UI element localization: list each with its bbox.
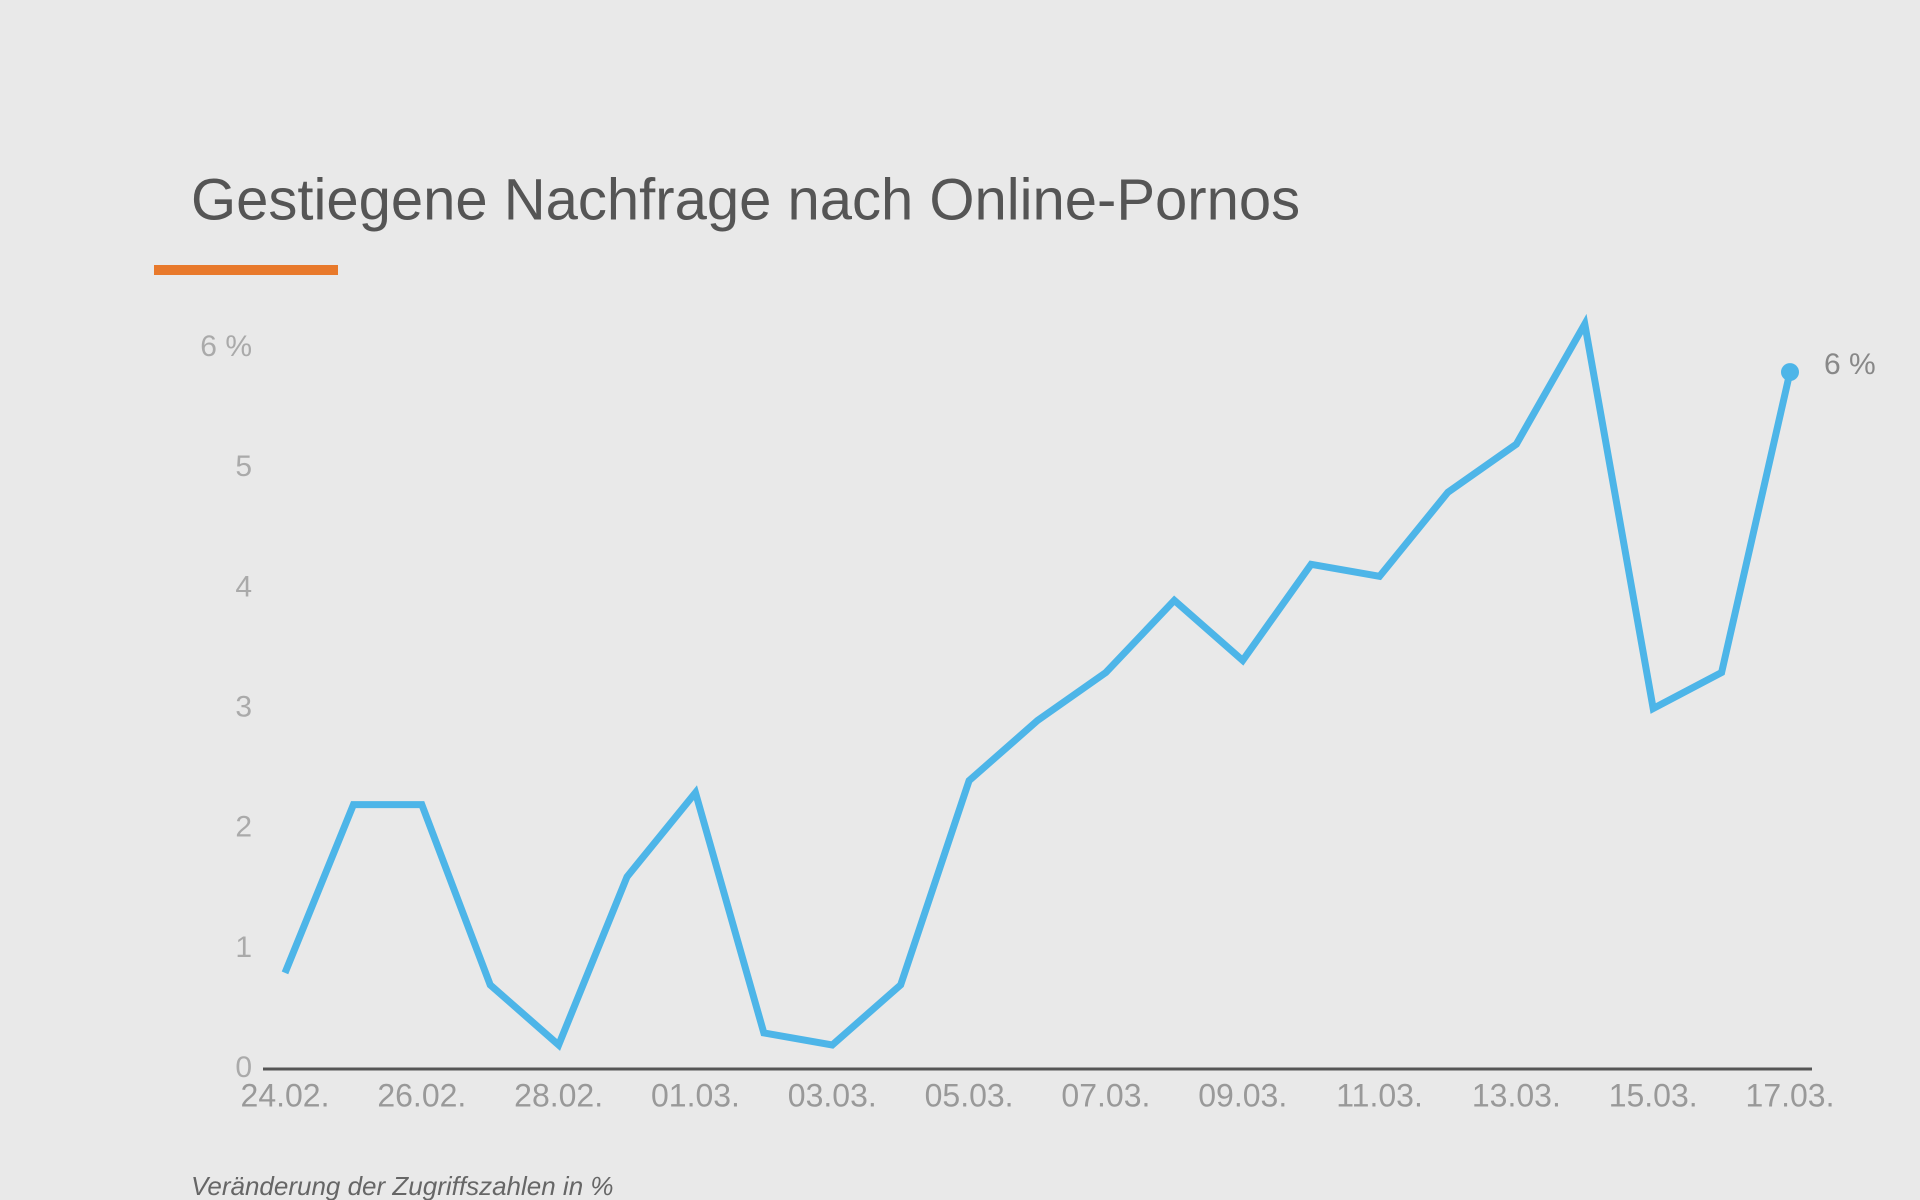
y-tick-label: 4 <box>235 570 252 603</box>
y-tick-label: 0 <box>235 1051 252 1084</box>
y-tick-label: 1 <box>235 931 252 964</box>
value-label: 6 % <box>1824 348 1876 381</box>
x-tick-label: 13.03. <box>1472 1077 1561 1113</box>
x-tick-label: 17.03. <box>1746 1077 1835 1113</box>
line <box>281 313 1794 1051</box>
x-tick-label: 01.03. <box>651 1077 740 1113</box>
x-tick-label: 03.03. <box>788 1077 877 1113</box>
x-tick-label: 26.02. <box>377 1077 466 1113</box>
y-tick-label: 2 <box>235 811 252 844</box>
y-tick-label: 6 % <box>200 330 252 363</box>
chart-note: Veränderung der Zugriffszahlen in % <box>191 1171 614 1200</box>
end-point <box>1781 363 1799 382</box>
x-tick-label: 09.03. <box>1198 1077 1287 1113</box>
x-tick-label: 05.03. <box>925 1077 1014 1113</box>
x-tick-label: 15.03. <box>1609 1077 1698 1113</box>
chart-title: Gestiegene Nachfrage nach Online-Pornos <box>191 167 1300 232</box>
y-tick-label: 5 <box>235 450 252 483</box>
x-tick-label: 28.02. <box>514 1077 603 1113</box>
x-tick-label: 07.03. <box>1061 1077 1150 1113</box>
y-tick-label: 3 <box>235 690 252 723</box>
x-tick-label: 24.02. <box>241 1077 330 1113</box>
title-accent <box>154 265 338 275</box>
x-tick-label: 11.03. <box>1336 1077 1423 1113</box>
